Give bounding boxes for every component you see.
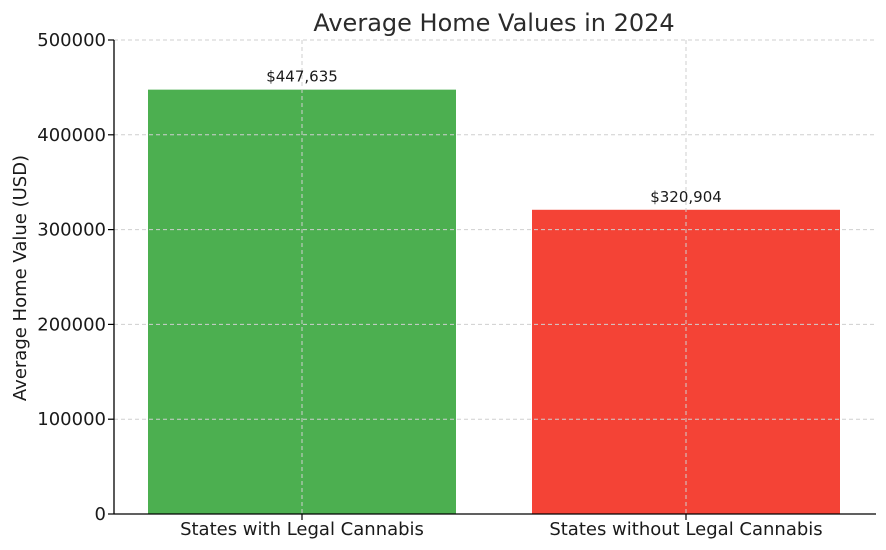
y-axis-label: Average Home Value (USD)	[10, 155, 31, 401]
y-tick-label-1: 100000	[37, 409, 106, 430]
bars	[148, 89, 840, 514]
data-labels: $447,635 $320,904	[266, 68, 722, 206]
y-tick-label-0: 0	[95, 504, 106, 525]
y-tick-label-4: 400000	[37, 125, 106, 146]
data-label-2: $320,904	[650, 188, 722, 206]
data-label-1: $447,635	[266, 68, 338, 86]
x-tick-label-1: States without Legal Cannabis	[549, 519, 822, 540]
y-tick-label-2: 200000	[37, 314, 106, 335]
y-tick-label-5: 500000	[37, 30, 106, 51]
x-ticks: States with Legal Cannabis States without…	[180, 514, 823, 540]
chart-title: Average Home Values in 2024	[313, 9, 674, 37]
axes	[113, 40, 876, 515]
x-tick-label-0: States with Legal Cannabis	[180, 519, 424, 540]
y-tick-label-3: 300000	[37, 220, 106, 241]
y-ticks: 0 100000 200000 300000 400000 500000	[37, 30, 114, 525]
